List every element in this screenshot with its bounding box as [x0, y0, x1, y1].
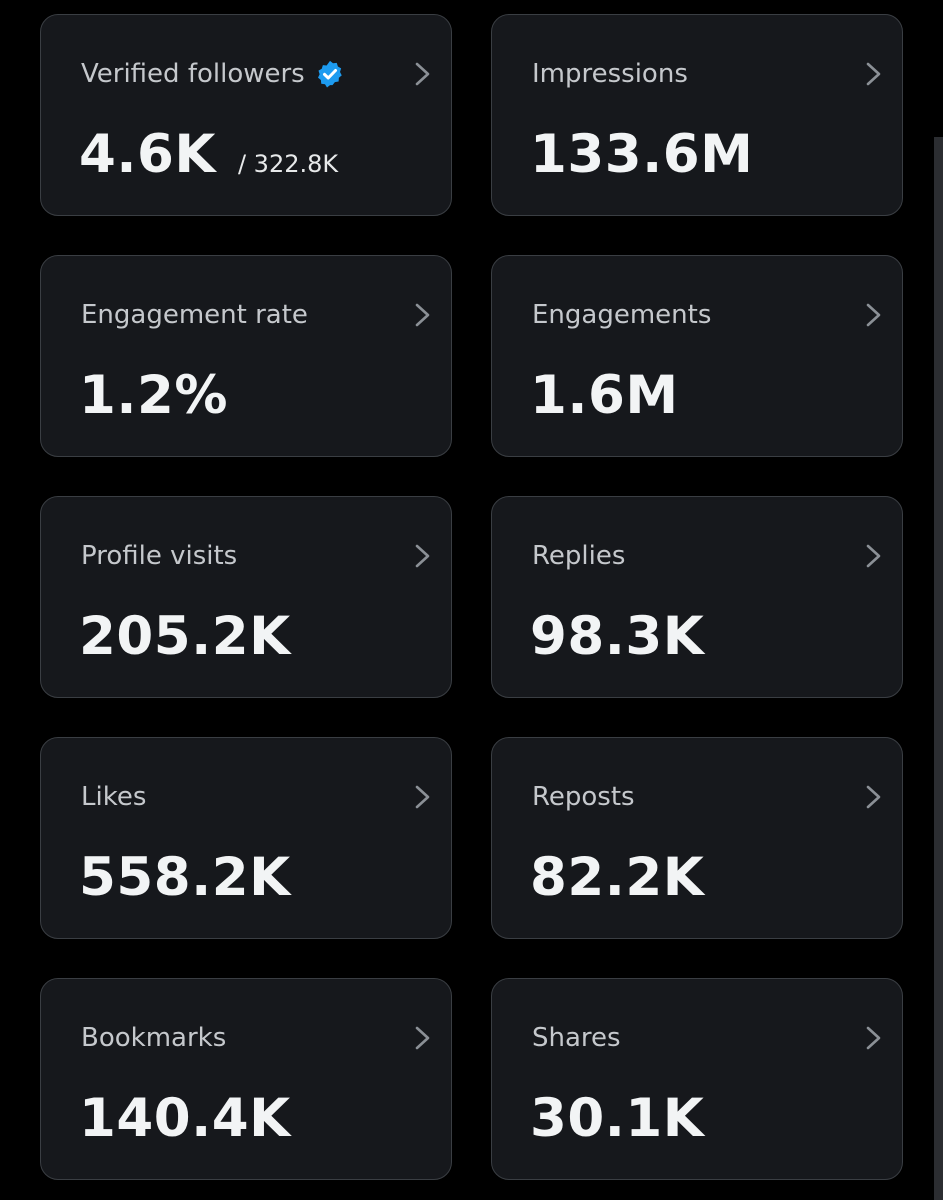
- card-value-row: 140.4K: [79, 1087, 291, 1151]
- chevron-right-icon: [413, 59, 433, 89]
- metric-card-likes[interactable]: Likes 558.2K: [40, 737, 452, 939]
- card-header: Verified followers: [81, 57, 345, 91]
- chevron-right-icon: [864, 59, 884, 89]
- chevron-right-icon: [413, 541, 433, 571]
- metric-label: Replies: [532, 541, 626, 571]
- metric-label: Engagement rate: [81, 300, 308, 330]
- metric-label: Reposts: [532, 782, 635, 812]
- card-header: Likes: [81, 780, 146, 814]
- metric-card-bookmarks[interactable]: Bookmarks 140.4K: [40, 978, 452, 1180]
- metric-value: 133.6M: [530, 124, 754, 185]
- metric-value: 1.2%: [79, 365, 228, 426]
- metric-label: Profile visits: [81, 541, 238, 571]
- metric-value: 558.2K: [79, 847, 291, 908]
- metric-value: 140.4K: [79, 1088, 291, 1149]
- card-value-row: 82.2K: [530, 846, 704, 910]
- metric-card-shares[interactable]: Shares 30.1K: [491, 978, 903, 1180]
- metric-label: Verified followers: [81, 59, 305, 89]
- metric-card-engagements[interactable]: Engagements 1.6M: [491, 255, 903, 457]
- card-value-row: 98.3K: [530, 605, 704, 669]
- metric-card-impressions[interactable]: Impressions 133.6M: [491, 14, 903, 216]
- metric-value: 82.2K: [530, 847, 705, 908]
- chevron-right-icon: [864, 782, 884, 812]
- metric-value: 205.2K: [79, 606, 291, 667]
- card-value-row: 1.6M: [530, 364, 679, 428]
- card-value-row: 1.2%: [79, 364, 228, 428]
- metric-card-profile-visits[interactable]: Profile visits 205.2K: [40, 496, 452, 698]
- chevron-right-icon: [413, 300, 433, 330]
- card-header: Engagement rate: [81, 298, 308, 332]
- card-header: Reposts: [532, 780, 635, 814]
- card-header: Impressions: [532, 57, 688, 91]
- card-header: Bookmarks: [81, 1021, 226, 1055]
- scrollbar[interactable]: [934, 137, 943, 1200]
- metric-label: Impressions: [532, 59, 688, 89]
- card-header: Engagements: [532, 298, 711, 332]
- metric-value: 30.1K: [530, 1088, 705, 1149]
- chevron-right-icon: [413, 782, 433, 812]
- card-value-row: 205.2K: [79, 605, 291, 669]
- metric-total-followers: / 322.8K: [237, 150, 339, 178]
- chevron-right-icon: [864, 1023, 884, 1053]
- verified-badge-icon: [315, 59, 345, 89]
- chevron-right-icon: [864, 541, 884, 571]
- card-header: Replies: [532, 539, 625, 573]
- metric-label: Bookmarks: [81, 1023, 227, 1053]
- metric-label: Shares: [532, 1023, 621, 1053]
- metric-label: Likes: [81, 782, 147, 812]
- metric-value: 4.6K: [79, 124, 216, 185]
- metric-card-engagement-rate[interactable]: Engagement rate 1.2%: [40, 255, 452, 457]
- card-value-row: 558.2K: [79, 846, 291, 910]
- metric-value: 1.6M: [530, 365, 679, 426]
- metric-value: 98.3K: [530, 606, 705, 667]
- card-value-row: 4.6K / 322.8K: [79, 123, 338, 187]
- chevron-right-icon: [864, 300, 884, 330]
- card-value-row: 30.1K: [530, 1087, 704, 1151]
- metric-label: Engagements: [532, 300, 712, 330]
- card-header: Profile visits: [81, 539, 237, 573]
- chevron-right-icon: [413, 1023, 433, 1053]
- metric-card-reposts[interactable]: Reposts 82.2K: [491, 737, 903, 939]
- card-value-row: 133.6M: [530, 123, 753, 187]
- metrics-grid: Verified followers 4.6K / 322.8K Impress…: [40, 14, 903, 1180]
- card-header: Shares: [532, 1021, 621, 1055]
- metric-card-replies[interactable]: Replies 98.3K: [491, 496, 903, 698]
- metric-card-verified-followers[interactable]: Verified followers 4.6K / 322.8K: [40, 14, 452, 216]
